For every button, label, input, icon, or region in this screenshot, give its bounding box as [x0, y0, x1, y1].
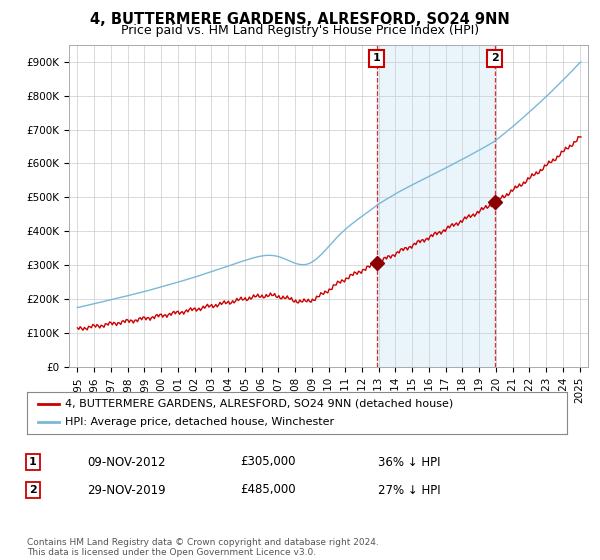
Text: 1: 1: [29, 457, 37, 467]
Text: £305,000: £305,000: [240, 455, 296, 469]
Text: Price paid vs. HM Land Registry's House Price Index (HPI): Price paid vs. HM Land Registry's House …: [121, 24, 479, 36]
Text: 09-NOV-2012: 09-NOV-2012: [87, 455, 166, 469]
Text: 29-NOV-2019: 29-NOV-2019: [87, 483, 166, 497]
Text: 4, BUTTERMERE GARDENS, ALRESFORD, SO24 9NN: 4, BUTTERMERE GARDENS, ALRESFORD, SO24 9…: [90, 12, 510, 27]
Text: 36% ↓ HPI: 36% ↓ HPI: [378, 455, 440, 469]
Text: HPI: Average price, detached house, Winchester: HPI: Average price, detached house, Winc…: [65, 417, 334, 427]
Text: Contains HM Land Registry data © Crown copyright and database right 2024.
This d: Contains HM Land Registry data © Crown c…: [27, 538, 379, 557]
Text: 4, BUTTERMERE GARDENS, ALRESFORD, SO24 9NN (detached house): 4, BUTTERMERE GARDENS, ALRESFORD, SO24 9…: [65, 399, 453, 409]
Text: 2: 2: [491, 53, 499, 63]
Text: 1: 1: [373, 53, 380, 63]
Text: £485,000: £485,000: [240, 483, 296, 497]
Text: 27% ↓ HPI: 27% ↓ HPI: [378, 483, 440, 497]
Text: 2: 2: [29, 485, 37, 495]
